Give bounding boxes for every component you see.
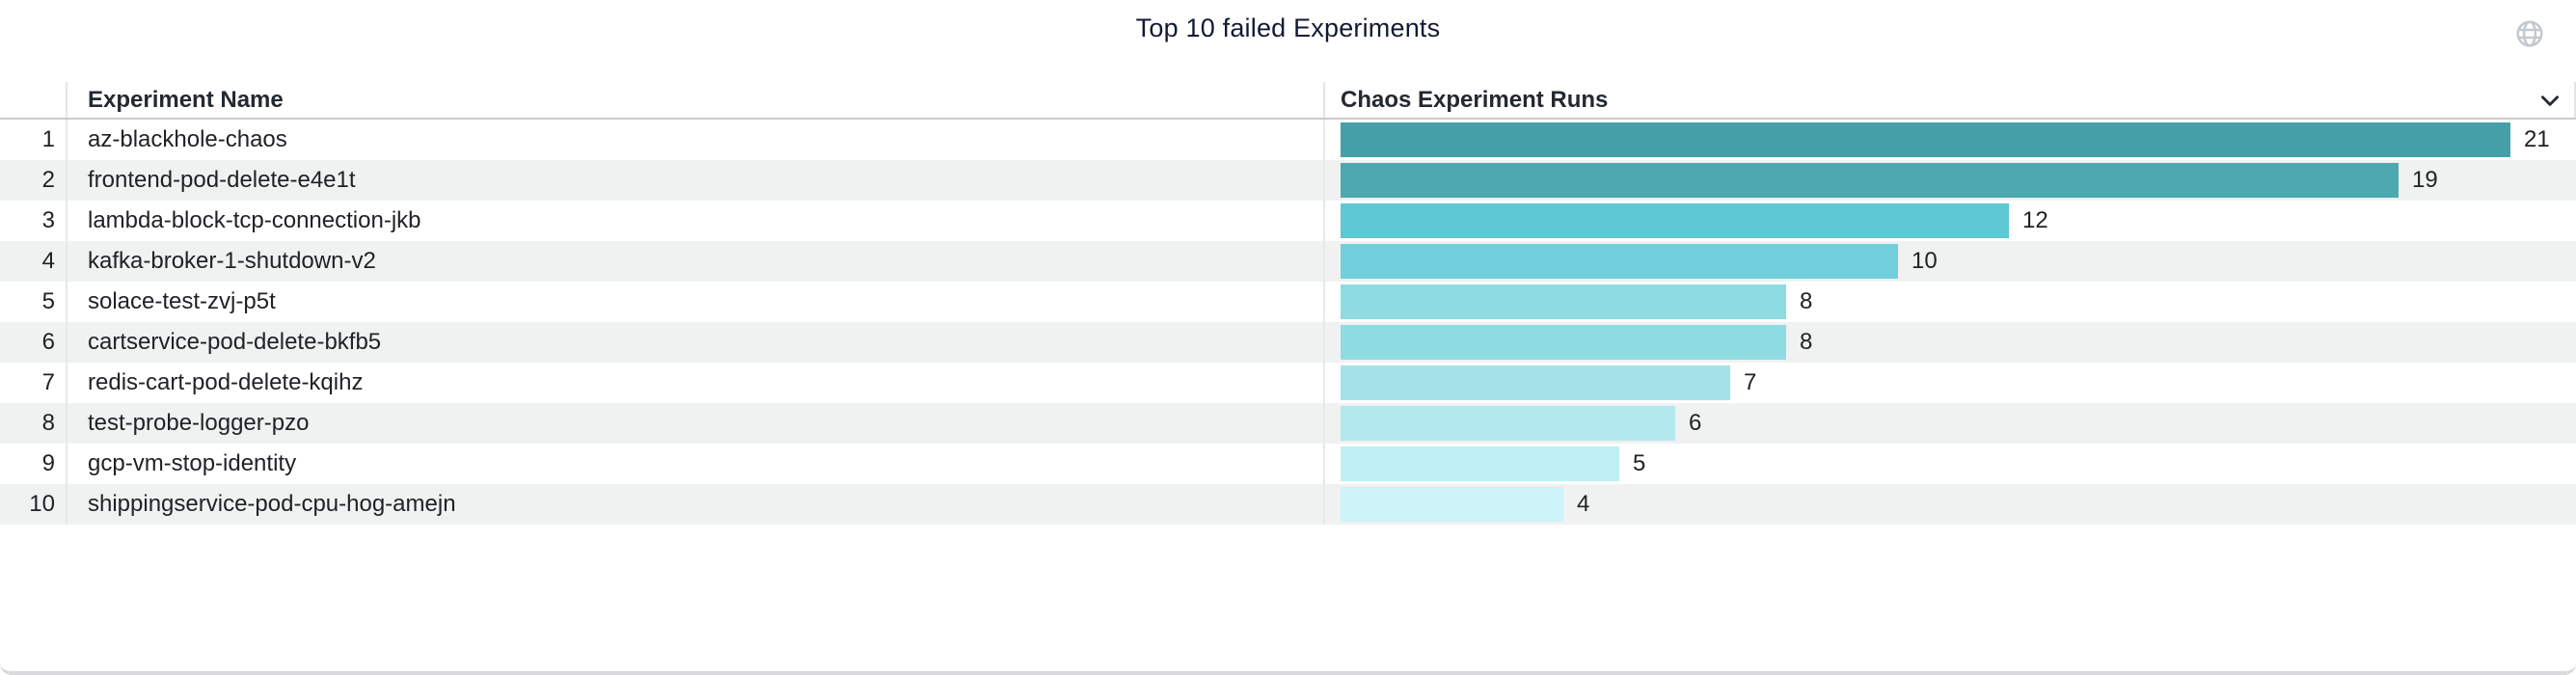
row-runs-cell: 21	[1323, 120, 2576, 160]
runs-value-label: 5	[1633, 450, 1646, 476]
runs-bar	[1341, 365, 1730, 400]
runs-bar	[1341, 163, 2399, 198]
row-rank: 9	[41, 450, 55, 476]
runs-bar	[1341, 446, 1619, 481]
runs-value-label: 8	[1800, 329, 1813, 355]
table-row[interactable]: 9 gcp-vm-stop-identity 5	[0, 444, 2576, 484]
runs-value-label: 8	[1800, 288, 1813, 314]
panel-bottom-edge	[0, 662, 2576, 675]
row-runs-cell: 8	[1323, 282, 2576, 322]
runs-value-label: 12	[2022, 207, 2048, 233]
runs-bar	[1341, 122, 2510, 157]
row-runs-cell: 8	[1323, 322, 2576, 363]
runs-value-label: 19	[2412, 167, 2438, 193]
row-rank: 5	[41, 288, 55, 314]
runs-value-label: 4	[1577, 491, 1590, 517]
runs-bar	[1341, 284, 1786, 319]
header-experiment-name[interactable]: Experiment Name	[66, 82, 1323, 118]
panel-header: Top 10 failed Experiments	[0, 0, 2576, 60]
table-row[interactable]: 5 solace-test-zvj-p5t 8	[0, 282, 2576, 322]
table-row[interactable]: 7 redis-cart-pod-delete-kqihz 7	[0, 363, 2576, 403]
row-runs-cell: 12	[1323, 201, 2576, 241]
row-runs-cell: 7	[1323, 363, 2576, 403]
runs-value-label: 10	[1912, 248, 1938, 274]
runs-bar	[1341, 203, 2009, 238]
table-row[interactable]: 8 test-probe-logger-pzo 6	[0, 403, 2576, 444]
row-rank: 1	[41, 126, 55, 152]
row-experiment-name: test-probe-logger-pzo	[66, 403, 1323, 444]
row-experiment-name: kafka-broker-1-shutdown-v2	[66, 241, 1323, 282]
row-experiment-name: lambda-block-tcp-connection-jkb	[66, 201, 1323, 241]
table-row[interactable]: 3 lambda-block-tcp-connection-jkb 12	[0, 201, 2576, 241]
runs-bar	[1341, 406, 1675, 441]
row-experiment-name: gcp-vm-stop-identity	[66, 444, 1323, 484]
row-runs-cell: 6	[1323, 403, 2576, 444]
row-rank: 8	[41, 410, 55, 436]
header-chaos-experiment-runs[interactable]: Chaos Experiment Runs	[1323, 82, 2576, 118]
runs-bar	[1341, 244, 1898, 279]
table-header-row: Experiment Name Chaos Experiment Runs	[0, 82, 2576, 120]
row-rank: 4	[41, 248, 55, 274]
table-row[interactable]: 4 kafka-broker-1-shutdown-v2 10	[0, 241, 2576, 282]
row-runs-cell: 10	[1323, 241, 2576, 282]
top-failed-experiments-table: Experiment Name Chaos Experiment Runs 1 …	[0, 82, 2576, 525]
row-runs-cell: 5	[1323, 444, 2576, 484]
row-rank: 10	[29, 491, 55, 517]
table-body: 1 az-blackhole-chaos 21 2 frontend-pod-d…	[0, 120, 2576, 525]
row-experiment-name: frontend-pod-delete-e4e1t	[66, 160, 1323, 201]
header-chaos-experiment-runs-label: Chaos Experiment Runs	[1341, 87, 1609, 113]
row-experiment-name: redis-cart-pod-delete-kqihz	[66, 363, 1323, 403]
table-row[interactable]: 2 frontend-pod-delete-e4e1t 19	[0, 160, 2576, 201]
row-experiment-name: solace-test-zvj-p5t	[66, 282, 1323, 322]
table-row[interactable]: 10 shippingservice-pod-cpu-hog-amejn 4	[0, 484, 2576, 525]
table-row[interactable]: 6 cartservice-pod-delete-bkfb5 8	[0, 322, 2576, 363]
chevron-down-icon[interactable]	[2537, 88, 2562, 113]
row-experiment-name: az-blackhole-chaos	[66, 120, 1323, 160]
runs-value-label: 21	[2524, 126, 2550, 152]
row-experiment-name: cartservice-pod-delete-bkfb5	[66, 322, 1323, 363]
row-rank: 2	[41, 167, 55, 193]
row-rank: 7	[41, 369, 55, 395]
table-row[interactable]: 1 az-blackhole-chaos 21	[0, 120, 2576, 160]
row-runs-cell: 4	[1323, 484, 2576, 525]
runs-value-label: 7	[1744, 369, 1757, 395]
row-experiment-name: shippingservice-pod-cpu-hog-amejn	[66, 484, 1323, 525]
runs-bar	[1341, 325, 1786, 360]
row-rank: 6	[41, 329, 55, 355]
runs-value-label: 6	[1689, 410, 1702, 436]
globe-icon[interactable]	[2514, 18, 2545, 49]
row-runs-cell: 19	[1323, 160, 2576, 201]
panel-title: Top 10 failed Experiments	[1135, 14, 1441, 42]
row-rank: 3	[41, 207, 55, 233]
runs-bar	[1341, 487, 1563, 522]
